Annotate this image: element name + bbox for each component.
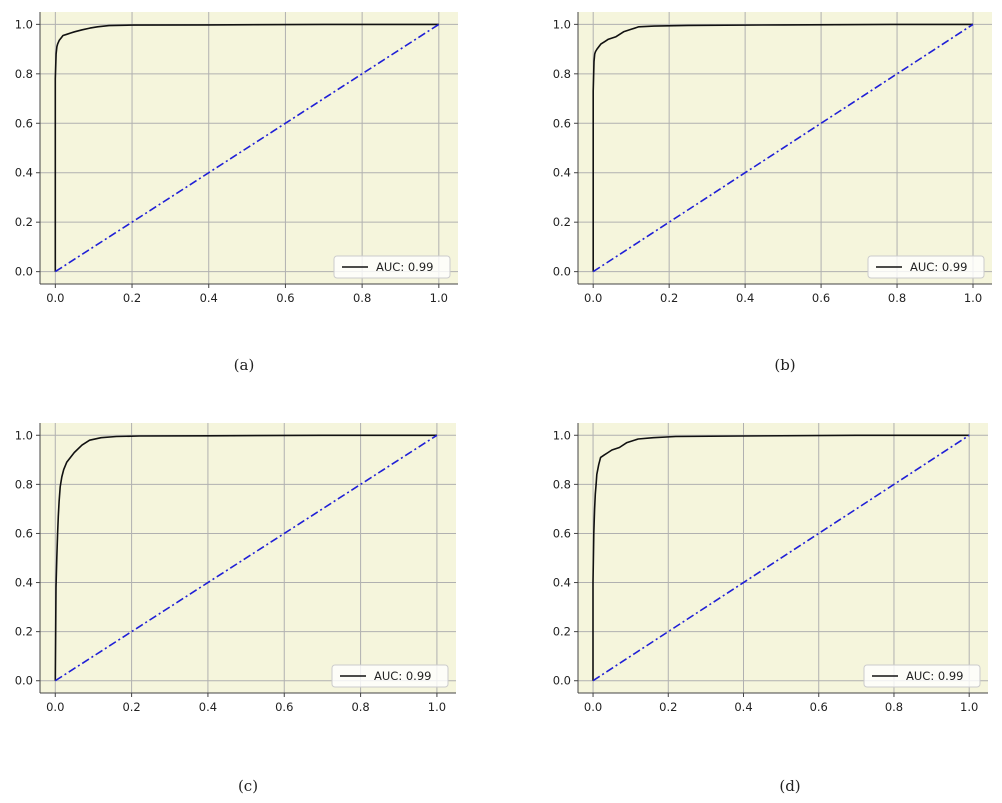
panel-caption: (c)	[238, 777, 258, 795]
x-tick-label: 0.6	[812, 291, 830, 305]
legend-label: AUC: 0.99	[374, 669, 431, 683]
y-tick-label: 0.8	[553, 67, 571, 81]
plot-background	[578, 12, 992, 284]
x-tick-label: 1.0	[430, 291, 448, 305]
y-tick-label: 1.0	[553, 428, 571, 442]
x-tick-label: 0.6	[275, 700, 293, 714]
plot-background	[40, 423, 456, 693]
chance-diagonal-line	[54, 23, 440, 273]
x-tick-label: 0.2	[660, 291, 678, 305]
y-tick-label: 0.4	[15, 576, 33, 590]
x-tick-label: 0.8	[885, 700, 903, 714]
chance-diagonal-line	[592, 23, 974, 273]
y-tick-label: 0.6	[15, 116, 33, 130]
y-tick-label: 0.2	[15, 215, 33, 229]
legend-box	[333, 255, 451, 279]
roc-curve-line	[592, 23, 973, 272]
y-tick-label: 0.2	[553, 625, 571, 639]
x-tick-label: 0.8	[353, 291, 371, 305]
y-tick-label: 1.0	[15, 428, 33, 442]
x-tick-label: 0.2	[122, 700, 140, 714]
panel-caption: (d)	[779, 777, 800, 795]
x-tick-label: 0.6	[276, 291, 294, 305]
y-tick-label: 0.0	[15, 674, 33, 688]
roc-panel: 0.0 0.2 0.4 0.6 0.8 1.0 0.0 0.2 0.4 0.6 0.8 1.0 AUC:…	[15, 423, 456, 795]
legend: AUC: 0.99	[867, 255, 985, 279]
legend: AUC: 0.99	[333, 255, 451, 279]
legend-box	[867, 255, 985, 279]
legend-label: AUC: 0.99	[910, 260, 967, 274]
panel-caption: (b)	[774, 356, 795, 374]
y-tick-label: 0.8	[15, 67, 33, 81]
legend-label: AUC: 0.99	[906, 669, 963, 683]
x-tick-label: 0.4	[734, 700, 752, 714]
x-tick-label: 0.4	[736, 291, 754, 305]
roc-panel: 0.0 0.2 0.4 0.6 0.8 1.0 0.0 0.2 0.4 0.6 0.8 1.0 AUC:…	[553, 423, 988, 795]
y-tick-label: 0.8	[15, 477, 33, 491]
y-tick-label: 0.0	[553, 265, 571, 279]
panel-caption: (a)	[234, 356, 255, 374]
plot-background	[578, 423, 988, 693]
x-tick-label: 0.8	[888, 291, 906, 305]
roc-curve-line	[592, 434, 970, 681]
legend-label: AUC: 0.99	[376, 260, 433, 274]
y-tick-label: 0.4	[553, 576, 571, 590]
x-tick-label: 0.8	[351, 700, 369, 714]
roc-curve-line	[54, 23, 439, 272]
y-tick-label: 0.2	[553, 215, 571, 229]
x-tick-label: 0.2	[123, 291, 141, 305]
chance-diagonal-line	[54, 434, 438, 682]
legend-box	[331, 664, 449, 688]
x-tick-label: 0.6	[810, 700, 828, 714]
y-tick-label: 0.6	[553, 116, 571, 130]
x-tick-label: 0.0	[46, 700, 64, 714]
y-tick-label: 0.0	[553, 674, 571, 688]
x-tick-label: 0.0	[584, 700, 602, 714]
legend-box	[863, 664, 981, 688]
y-tick-label: 0.4	[15, 166, 33, 180]
roc-panel: 0.0 0.2 0.4 0.6 0.8 1.0 0.0 0.2 0.4 0.6 0.8 1.0 AUC:…	[15, 12, 458, 374]
chance-diagonal-line	[592, 434, 970, 682]
x-tick-label: 0.4	[199, 700, 217, 714]
y-tick-label: 1.0	[15, 17, 33, 31]
legend: AUC: 0.99	[863, 664, 981, 688]
y-tick-label: 0.6	[553, 526, 571, 540]
x-tick-label: 0.0	[46, 291, 64, 305]
roc-panel: 0.0 0.2 0.4 0.6 0.8 1.0 0.0 0.2 0.4 0.6 0.8 1.0 AUC:…	[553, 12, 992, 374]
y-tick-label: 1.0	[553, 17, 571, 31]
x-tick-label: 0.4	[200, 291, 218, 305]
x-tick-label: 1.0	[960, 700, 978, 714]
y-tick-label: 0.0	[15, 265, 33, 279]
x-tick-label: 0.2	[659, 700, 677, 714]
x-tick-label: 1.0	[428, 700, 446, 714]
y-tick-label: 0.8	[553, 477, 571, 491]
roc-curve-line	[54, 434, 437, 681]
y-tick-label: 0.2	[15, 625, 33, 639]
legend: AUC: 0.99	[331, 664, 449, 688]
x-tick-label: 0.0	[584, 291, 602, 305]
y-tick-label: 0.4	[553, 166, 571, 180]
x-tick-label: 1.0	[964, 291, 982, 305]
y-tick-label: 0.6	[15, 526, 33, 540]
